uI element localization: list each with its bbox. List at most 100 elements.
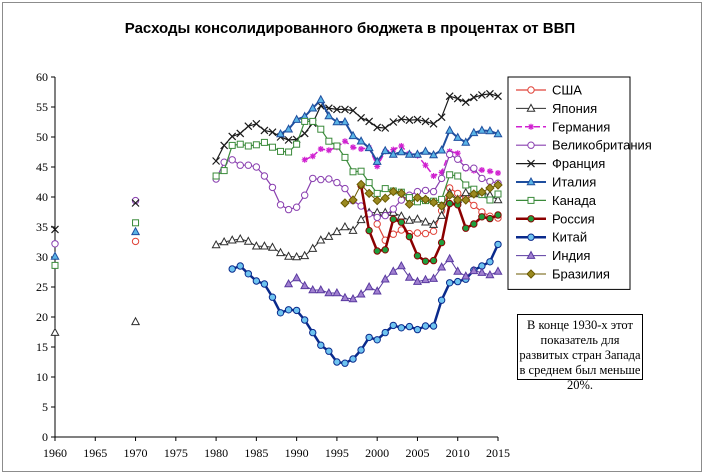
data-point: [420, 217, 431, 226]
data-point: [478, 213, 486, 221]
data-point: [349, 106, 357, 115]
y-tick-label: 25: [36, 280, 48, 294]
data-point: [436, 201, 447, 211]
data-point: [236, 161, 244, 169]
data-point: [364, 281, 374, 291]
data-point: [429, 149, 439, 159]
legend-marker: [527, 215, 535, 223]
data-point: [461, 98, 470, 107]
data-point: [493, 128, 503, 138]
data-point: [365, 333, 373, 342]
data-point: [324, 287, 334, 297]
data-point: [437, 262, 447, 271]
data-point: [292, 306, 301, 315]
data-point: [389, 205, 397, 213]
data-point: [420, 146, 431, 155]
data-point: [438, 169, 445, 176]
data-point: [389, 118, 398, 126]
series-9: [284, 253, 503, 303]
data-point: [469, 189, 479, 199]
data-point: [357, 167, 365, 175]
data-point: [421, 257, 430, 265]
data-point: [477, 187, 487, 197]
series-3: [51, 150, 502, 248]
data-point: [292, 203, 301, 211]
data-point: [413, 115, 422, 124]
data-point: [381, 185, 389, 193]
data-point: [284, 136, 293, 144]
data-point: [348, 195, 358, 205]
legend-label: США: [552, 83, 582, 98]
data-point: [430, 173, 437, 179]
data-point: [350, 144, 357, 151]
data-point: [486, 168, 493, 175]
data-point: [461, 195, 471, 205]
data-point: [470, 220, 478, 228]
data-point: [268, 183, 277, 192]
legend-label: Китай: [552, 230, 587, 245]
data-point: [493, 266, 503, 275]
data-point: [388, 149, 398, 158]
legend-item: Великобритания: [516, 138, 652, 153]
x-tick-label: 1990: [285, 446, 309, 460]
data-point: [437, 113, 446, 122]
data-point: [251, 241, 261, 250]
chart-title: Расходы консолидированного бюджета в про…: [124, 20, 576, 37]
legend: США Япония Германия Великобритания Франция Ит…: [507, 76, 652, 290]
data-point: [211, 239, 221, 249]
data-point: [348, 293, 358, 303]
x-tick-label: 1965: [83, 446, 107, 460]
data-point: [364, 142, 374, 152]
data-point: [228, 156, 236, 164]
data-point: [421, 322, 430, 330]
axes: 0 5 10 15 20 25 30 35 40 45 50 55 60 1960 1965 1970 1975…: [36, 70, 510, 460]
data-point: [131, 237, 140, 246]
data-point: [485, 183, 495, 193]
data-point: [493, 194, 503, 204]
legend-item: Россия: [516, 211, 595, 226]
data-point: [405, 116, 414, 125]
data-point: [486, 214, 494, 223]
data-point: [445, 92, 454, 101]
data-point: [316, 235, 326, 244]
data-point: [380, 145, 390, 155]
y-tick-label: 40: [36, 190, 48, 204]
data-point: [437, 296, 446, 304]
data-point: [404, 272, 414, 281]
data-point: [131, 199, 140, 207]
data-point: [325, 137, 333, 145]
x-tick-label: 2005: [405, 446, 429, 460]
data-point: [429, 227, 438, 235]
data-point: [445, 279, 454, 287]
data-point: [373, 220, 381, 228]
data-point: [446, 171, 454, 179]
data-point: [357, 113, 365, 122]
series-4: [51, 89, 502, 234]
data-point: [51, 261, 59, 269]
data-point: [340, 292, 350, 302]
y-tick-label: 60: [36, 70, 48, 84]
data-point: [292, 272, 302, 282]
data-point: [220, 167, 228, 175]
data-point: [397, 324, 406, 332]
x-tick-label: 1985: [244, 446, 268, 460]
data-point: [340, 221, 350, 231]
data-point: [429, 256, 438, 265]
data-point: [429, 273, 439, 282]
data-point: [364, 188, 374, 199]
data-point: [325, 147, 332, 154]
legend-marker: [526, 103, 536, 112]
data-point: [365, 179, 373, 187]
data-point: [50, 327, 60, 336]
data-point: [485, 269, 495, 279]
data-point: [461, 187, 471, 197]
data-point: [478, 167, 485, 173]
data-point: [332, 116, 342, 126]
plot-area: [50, 89, 503, 367]
data-point: [51, 240, 59, 248]
data-point: [228, 265, 236, 273]
legend-label: Япония: [552, 101, 597, 116]
legend-label: Италия: [552, 175, 596, 190]
data-point: [469, 93, 478, 102]
